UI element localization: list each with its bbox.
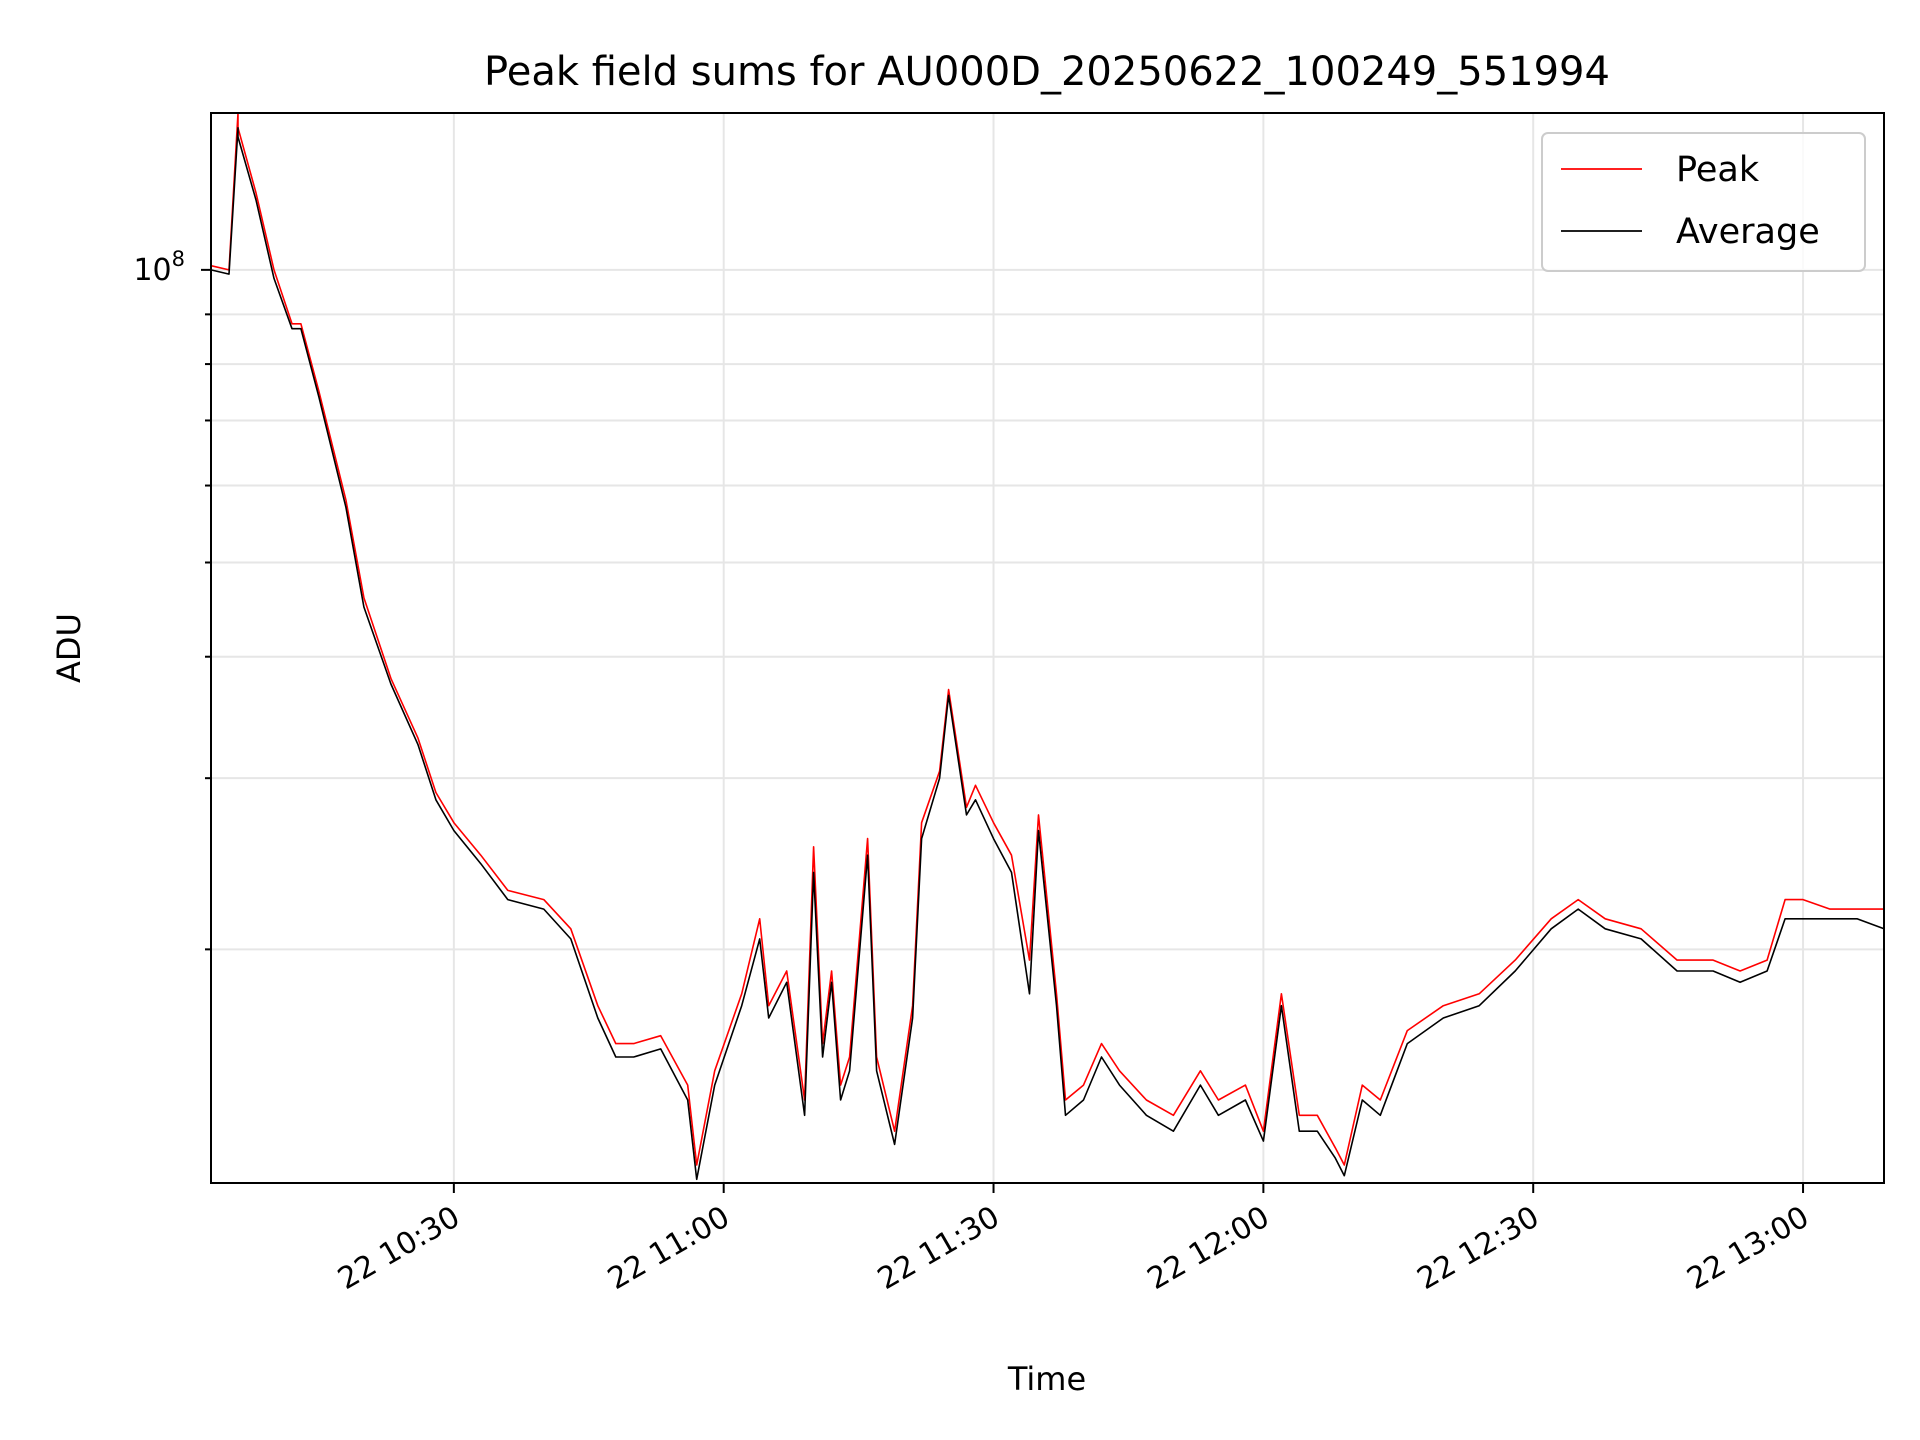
x-tick-label: 22 11:00 (602, 1200, 736, 1297)
y-axis-label: ADU (50, 613, 88, 683)
legend-label-average: Average (1676, 212, 1820, 252)
x-tick-label: 22 11:30 (872, 1200, 1006, 1297)
legend-box (1541, 132, 1866, 272)
x-axis-label: Time (1007, 1360, 1086, 1398)
x-tick-label: 22 12:30 (1412, 1200, 1546, 1297)
chart-title: Peak field sums for AU000D_20250622_1002… (484, 49, 1610, 95)
series-line-average (210, 127, 1885, 1181)
x-tick-label: 22 12:00 (1142, 1200, 1276, 1297)
legend-label-peak: Peak (1676, 150, 1760, 190)
x-tick-label: 22 10:30 (332, 1200, 466, 1297)
x-tick-label: 22 13:00 (1681, 1200, 1815, 1297)
y-tick-label: 108 (133, 247, 185, 288)
plot-frame (210, 112, 1885, 1184)
axis-ticks: 108 22 10:30 22 11:00 22 11:30 22 12:00 22 12… (133, 247, 1815, 1297)
grid (211, 113, 1884, 1183)
legend: Peak Average (1541, 132, 1866, 272)
plot-series (210, 112, 1885, 1181)
